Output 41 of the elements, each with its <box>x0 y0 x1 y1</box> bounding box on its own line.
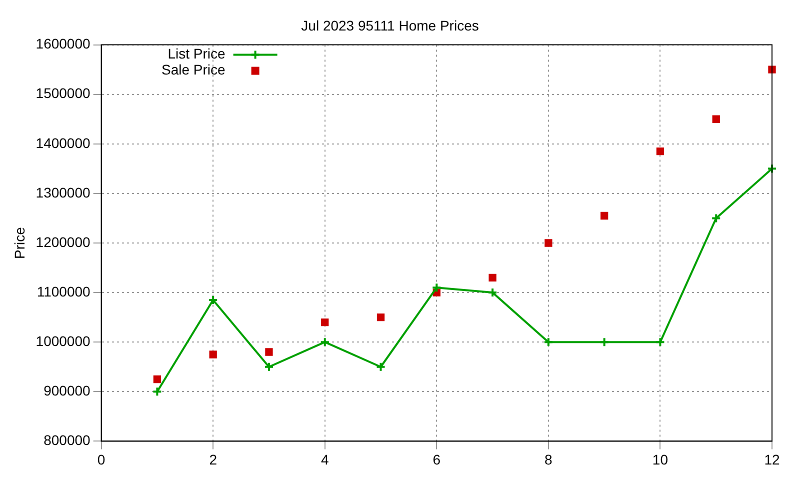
point <box>768 66 776 74</box>
point <box>488 288 498 298</box>
point <box>599 337 610 348</box>
point <box>376 362 386 372</box>
point <box>320 337 330 348</box>
chart-title: Jul 2023 95111 Home Prices <box>301 17 479 34</box>
point <box>432 282 442 293</box>
x-tick-label: 4 <box>320 451 329 468</box>
point <box>656 148 664 156</box>
point <box>209 350 217 358</box>
x-tick-label: 10 <box>652 451 668 468</box>
y-tick-label: 1100000 <box>36 283 91 300</box>
x-tick-label: 8 <box>544 451 553 468</box>
point <box>712 115 720 123</box>
legend-label: List Price <box>168 46 226 62</box>
point <box>488 274 496 282</box>
y-tick-label: 900000 <box>44 382 91 399</box>
y-axis-title: Price <box>11 226 28 259</box>
y-tick-label: 1400000 <box>36 134 91 151</box>
point <box>711 213 722 224</box>
y-tick-label: 800000 <box>44 432 91 448</box>
point <box>376 313 385 322</box>
point <box>208 294 218 305</box>
y-tick-label: 1200000 <box>36 234 91 250</box>
point <box>543 337 554 348</box>
x-tick-label: 12 <box>764 451 780 468</box>
x-tick-label: 2 <box>209 451 218 468</box>
point <box>544 239 552 247</box>
y-tick-label: 1000000 <box>36 332 91 349</box>
point <box>153 375 162 384</box>
point <box>655 337 666 348</box>
point <box>321 318 329 326</box>
point <box>265 348 273 356</box>
legend-label: Sale Price <box>161 62 226 78</box>
x-tick-label: 0 <box>97 451 106 468</box>
point <box>600 212 608 220</box>
y-tick-label: 1500000 <box>36 85 91 102</box>
y-tick-label: 1600000 <box>36 36 91 52</box>
point <box>264 362 274 372</box>
y-tick-label: 1300000 <box>36 184 91 200</box>
x-tick-label: 6 <box>432 451 441 468</box>
